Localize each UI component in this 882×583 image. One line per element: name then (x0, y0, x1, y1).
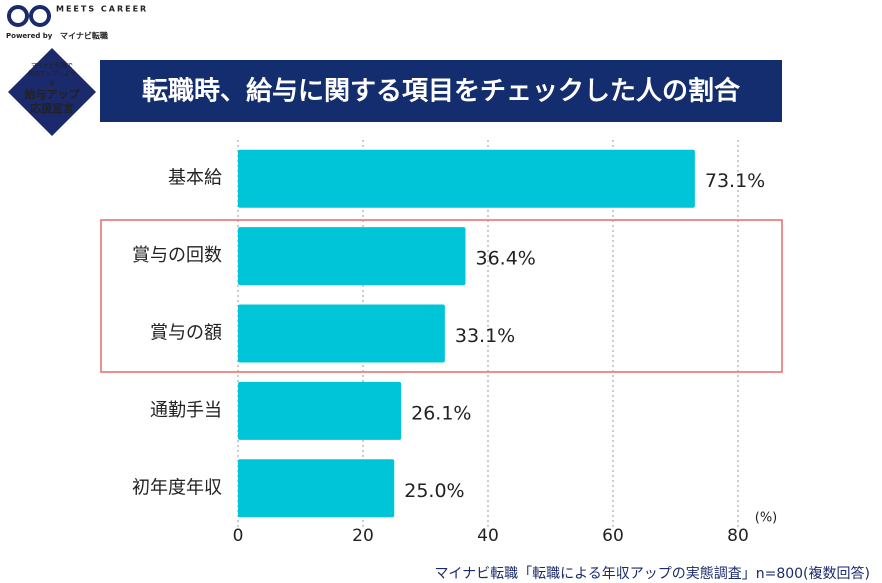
bar (238, 381, 402, 440)
value-label: 73.1% (705, 170, 765, 192)
logo-powered: Powered by (6, 32, 53, 40)
chart-title: 転職時、給与に関する項目をチェックした人の割合 (142, 76, 741, 107)
y-tick-label: 賞与の額 (150, 323, 222, 344)
badge-text: 給与アップ (25, 87, 81, 101)
x-tick-label: 40 (477, 526, 499, 546)
x-tick-label: 60 (602, 526, 624, 546)
y-tick-label: 通勤手当 (150, 400, 222, 421)
badge-text: 給与アップしよう (28, 70, 76, 78)
y-tick-label: 初年度年収 (132, 477, 222, 498)
badge-text: 応援宣言 (30, 101, 74, 115)
value-label: 25.0% (404, 480, 464, 502)
value-label: 36.4% (476, 248, 536, 270)
highlight-box (100, 219, 783, 373)
y-tick-label: 賞与の回数 (132, 245, 222, 266)
badge-shape (8, 48, 96, 136)
logo: MEETS CAREER Powered by マイナビ転職 (6, 5, 148, 41)
badge-text: # (49, 79, 56, 88)
x-tick-label: 80 (727, 526, 749, 546)
logo-partner: マイナビ転職 (60, 31, 108, 41)
source-note: マイナビ転職「転職による年収アップの実態調査」n=800(複数回答) (434, 565, 870, 582)
value-label: 33.1% (455, 325, 515, 347)
y-tick-label: 基本給 (168, 168, 222, 189)
logo-mark (29, 5, 51, 27)
badge: マイナビ転職で 給与アップしよう # 給与アップ 応援宣言 (8, 48, 96, 136)
logo-mark (7, 5, 29, 27)
bar (238, 149, 695, 208)
logo-brand: MEETS CAREER (56, 5, 148, 14)
value-label: 26.1% (411, 402, 471, 424)
x-tick-label: 0 (233, 526, 244, 546)
title-banner (100, 60, 782, 122)
bar (238, 304, 445, 363)
x-tick-label: 20 (352, 526, 374, 546)
badge-text: マイナビ転職で (31, 62, 73, 70)
bar (238, 459, 395, 518)
x-axis-label: (%) (755, 511, 778, 526)
bar (238, 227, 466, 286)
